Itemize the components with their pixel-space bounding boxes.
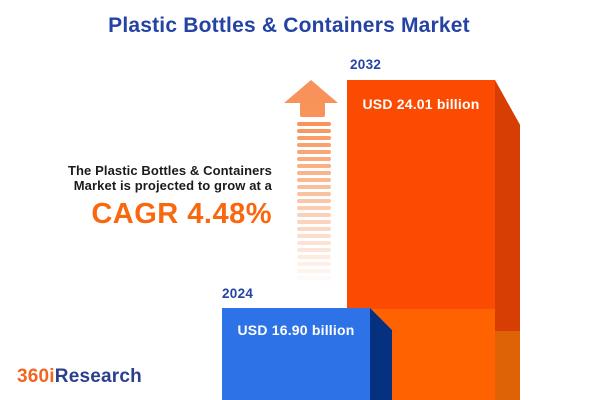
logo-360i: 360i <box>17 366 55 387</box>
bar-2024: USD 16.90 billion <box>222 308 370 400</box>
up-arrow-icon <box>284 80 338 103</box>
bar-2032-side-3d <box>495 80 520 400</box>
annotation: The Plastic Bottles & Containers Market … <box>20 163 272 231</box>
arrow-tail <box>297 122 331 283</box>
logo-research: Research <box>54 366 142 387</box>
bar-year-label-2024: 2024 <box>222 286 254 301</box>
annotation-line2: Market is projected to grow at a <box>73 178 272 193</box>
logo: 360iResearch <box>17 366 142 388</box>
bar-year-label-2032: 2032 <box>350 57 382 72</box>
annotation-line1: The Plastic Bottles & Containers <box>67 163 272 178</box>
page-title: Plastic Bottles & Containers Market <box>108 14 470 37</box>
bar-value-2032: USD 24.01 billion <box>362 96 480 112</box>
bar-value-2024: USD 16.90 billion <box>237 322 355 338</box>
cagr-value: CAGR 4.48% <box>91 198 272 230</box>
up-arrow-stem <box>300 102 325 117</box>
bar-2024-side-3d <box>370 308 392 400</box>
